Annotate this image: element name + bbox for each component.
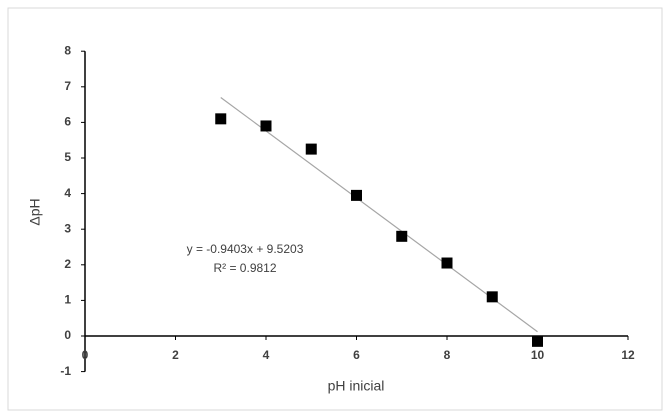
trendline <box>220 96 538 333</box>
y-tick-label: 0 <box>64 328 71 342</box>
marker <box>351 189 362 201</box>
y-tick-label: 5 <box>64 150 71 164</box>
y-tick-label: 4 <box>64 186 71 200</box>
marker <box>486 291 498 303</box>
x-tick-label: 0 <box>82 348 89 362</box>
y-tick-label: 8 <box>64 43 71 57</box>
y-tick-label: -1 <box>60 364 71 378</box>
y-axis-title: ΔpH <box>27 198 43 225</box>
y-tick-label: 2 <box>64 257 71 271</box>
marker <box>215 113 227 125</box>
chart-area <box>7 7 663 411</box>
marker <box>532 335 543 347</box>
x-axis-title: pH inicial <box>328 378 385 394</box>
y-tick-label: 1 <box>64 293 71 307</box>
r-squared: R² = 0.9812 <box>213 261 276 275</box>
marker <box>260 120 272 132</box>
x-tick-label: 6 <box>353 348 360 362</box>
y-tick-label: 6 <box>64 115 71 129</box>
y-tick-label: 3 <box>64 221 71 235</box>
x-tick-label: 2 <box>172 348 179 362</box>
marker <box>441 257 453 269</box>
y-tick-label: 7 <box>64 79 71 93</box>
equation: y = -0.9403x + 9.5203 <box>187 242 304 256</box>
marker <box>396 230 408 242</box>
x-tick-label: 4 <box>263 348 270 362</box>
marker <box>305 143 317 155</box>
x-tick-label: 8 <box>444 348 451 362</box>
x-tick-label: 10 <box>531 348 545 362</box>
x-tick-label: 12 <box>621 348 635 362</box>
